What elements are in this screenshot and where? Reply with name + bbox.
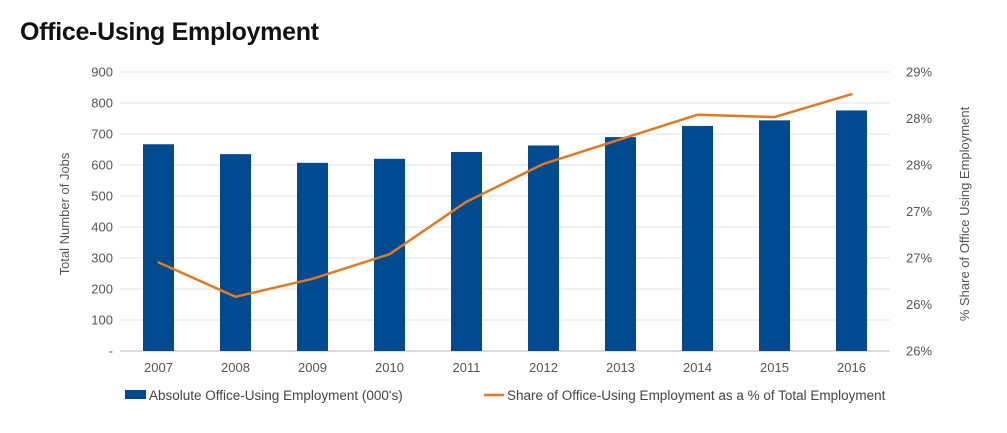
x-tick-label: 2010 xyxy=(375,360,404,375)
line-point xyxy=(773,115,776,119)
y-tick-label: 200 xyxy=(91,282,113,297)
right-axis-ticks: 26% 26% 27% 27% 28% 28% 29% xyxy=(906,65,932,359)
y2-tick-label: 28% xyxy=(906,111,932,126)
y2-tick-label: 27% xyxy=(906,251,932,266)
bar xyxy=(528,145,559,351)
bar xyxy=(451,151,482,351)
y-tick-label: 900 xyxy=(91,65,113,80)
y2-tick-label: 27% xyxy=(906,204,932,219)
bar xyxy=(836,110,867,351)
x-tick-label: 2016 xyxy=(837,360,866,375)
legend-swatch-bar xyxy=(125,390,146,399)
bar xyxy=(605,137,636,351)
legend-label-bar: Absolute Office-Using Employment (000's) xyxy=(149,388,403,403)
line-point xyxy=(157,261,160,264)
x-tick-label: 2011 xyxy=(453,360,481,375)
x-axis-ticks: 2007 2008 2009 2010 2011 2012 2013 2014 2015 2016 xyxy=(144,360,866,375)
x-tick-label: 2012 xyxy=(529,360,558,375)
y2-tick-label: 26% xyxy=(906,344,932,359)
y2-tick-label: 26% xyxy=(906,297,932,312)
right-axis-label: % Share of Office Using Employment xyxy=(957,106,972,321)
y-tick-label: 800 xyxy=(91,96,113,111)
x-tick-label: 2009 xyxy=(298,360,327,375)
line-point xyxy=(388,252,391,256)
line-point xyxy=(542,162,545,166)
x-tick-label: 2007 xyxy=(144,360,173,375)
legend-label-line: Share of Office-Using Employment as a % … xyxy=(507,388,886,403)
bar-series xyxy=(143,110,867,351)
y-tick-label: 100 xyxy=(91,313,113,328)
x-tick-label: 2015 xyxy=(760,360,789,375)
bar xyxy=(143,144,174,351)
line-series xyxy=(157,92,853,299)
line-point xyxy=(696,113,699,116)
y-tick-label: 700 xyxy=(91,127,113,142)
left-axis-label: Total Number of Jobs xyxy=(57,152,72,275)
y-tick-label: 500 xyxy=(91,189,113,204)
bar xyxy=(297,162,328,351)
line-point xyxy=(465,200,468,203)
y2-tick-label: 28% xyxy=(906,158,932,173)
x-tick-label: 2014 xyxy=(683,360,712,375)
bar xyxy=(759,120,790,351)
chart-title: Office-Using Employment xyxy=(20,18,319,46)
left-axis-ticks: - 100 200 300 400 500 600 700 800 900 xyxy=(91,65,113,359)
y-tick-label: 400 xyxy=(91,220,113,235)
line-point xyxy=(311,277,314,280)
legend: Absolute Office-Using Employment (000's)… xyxy=(125,388,886,403)
y-tick-label: 300 xyxy=(91,251,113,266)
bar xyxy=(220,154,251,351)
series-line xyxy=(157,93,852,299)
line-point xyxy=(850,92,853,96)
y-tick-label: 600 xyxy=(91,158,113,173)
line-point xyxy=(619,138,622,141)
line-point xyxy=(234,295,237,299)
x-tick-label: 2008 xyxy=(221,360,250,375)
bar xyxy=(682,125,713,351)
x-tick-label: 2013 xyxy=(606,360,635,375)
y-tick-label: - xyxy=(109,344,113,359)
y2-tick-label: 29% xyxy=(906,65,932,80)
